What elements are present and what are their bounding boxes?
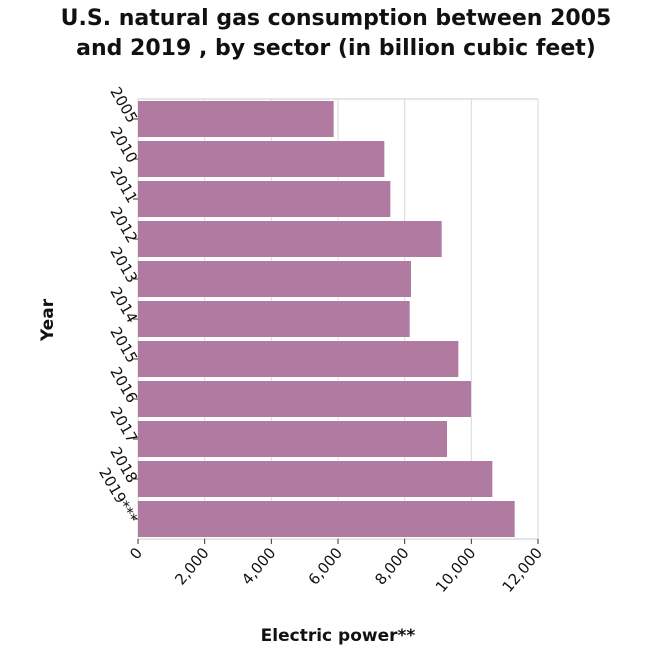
bar (138, 101, 334, 137)
y-tick-label: 2016 (106, 364, 141, 406)
bar (138, 301, 410, 337)
x-tick-label: 10,000 (432, 544, 480, 596)
y-tick-label: 2011 (106, 164, 141, 206)
y-axis-ticks: 2005201020112012201320142015201620172018… (95, 84, 141, 526)
bar (138, 501, 515, 537)
y-axis-title: Year (38, 298, 58, 342)
x-axis-ticks: 0 2,000 4,000 6,000 8,000 10,000 12,000 (126, 539, 546, 596)
x-tick-label: 0 (126, 544, 146, 563)
y-tick-label: 2012 (106, 204, 141, 246)
bar (138, 181, 391, 217)
bar (138, 261, 411, 297)
y-tick-label: 2017 (106, 404, 141, 446)
x-axis-title: Electric power** (261, 626, 416, 646)
x-tick-label: 12,000 (499, 544, 547, 596)
x-tick-label: 4,000 (238, 544, 279, 588)
bars (138, 101, 515, 537)
chart-title-line-1: U.S. natural gas consumption between 200… (60, 6, 612, 31)
bar (138, 221, 442, 257)
bar (138, 421, 447, 457)
y-tick-label: 2013 (106, 244, 141, 286)
chart-title-line-2: and 2019 , by sector (in billion cubic f… (76, 36, 596, 61)
bar (138, 141, 385, 177)
x-tick-label: 2,000 (171, 544, 212, 588)
y-tick-label: 2005 (106, 84, 141, 126)
bar (138, 381, 471, 417)
y-tick-label: 2010 (106, 124, 141, 166)
y-tick-label: 2015 (106, 324, 141, 366)
x-tick-label: 8,000 (371, 544, 412, 588)
y-tick-label: 2014 (106, 284, 141, 326)
bar (138, 341, 459, 377)
chart-title: U.S. natural gas consumption between 200… (0, 4, 672, 64)
bar (138, 461, 493, 497)
x-tick-label: 6,000 (305, 544, 346, 588)
